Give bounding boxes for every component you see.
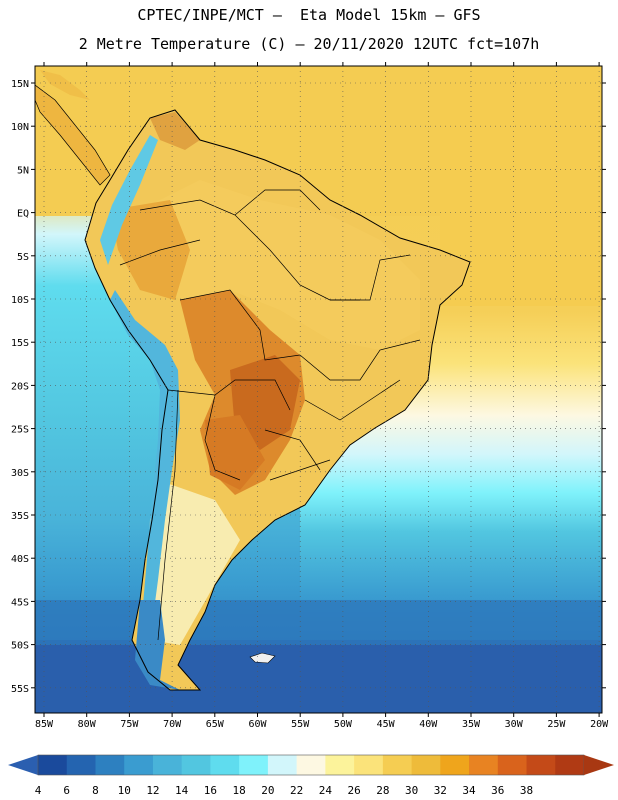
lat-label: 15S [11, 338, 29, 349]
lat-label: 50S [11, 641, 29, 652]
colorbar-label: 32 [434, 784, 447, 797]
lon-label: 85W [35, 719, 54, 730]
lon-label: 80W [78, 719, 97, 730]
lon-label: 25W [547, 719, 566, 730]
colorbar-label: 28 [376, 784, 389, 797]
lon-label: 60W [248, 719, 267, 730]
colorbar-cell [411, 755, 441, 775]
colorbar-label: 36 [491, 784, 504, 797]
colorbar-label: 14 [175, 784, 189, 797]
lat-label: 10S [11, 295, 29, 306]
lat-label: 55S [11, 684, 29, 695]
map-title-line-1: CPTEC/INPE/MCT – Eta Model 15km – GFS [137, 6, 481, 24]
colorbar-cell [66, 755, 96, 775]
lon-label: 50W [334, 719, 353, 730]
lat-label: 10N [11, 122, 29, 133]
colorbar-label: 24 [319, 784, 333, 797]
colorbar-under-arrow [8, 755, 38, 775]
colorbar-cell [526, 755, 556, 775]
colorbar-cell [239, 755, 269, 775]
lon-label: 30W [505, 719, 524, 730]
colorbar-label: 10 [118, 784, 131, 797]
colorbar-cell [152, 755, 183, 775]
colorbar-label: 4 [35, 784, 42, 797]
colorbar-cell [325, 755, 355, 775]
colorbar-cell [555, 755, 585, 775]
lat-label: 25S [11, 425, 29, 436]
colorbar: 4 6 8 10 12 14 16 18 20 22 24 26 28 30 32 34 36 38 [8, 754, 614, 797]
lat-label: 5N [17, 165, 29, 176]
lon-label: 45W [377, 719, 396, 730]
colorbar-label: 30 [405, 784, 418, 797]
lat-label: EQ [17, 209, 29, 220]
colorbar-cell [124, 755, 154, 775]
colorbar-labels: 4 6 8 10 12 14 16 18 20 22 24 26 28 30 32 34 36 38 [35, 784, 533, 797]
longitude-labels: 85W 80W 75W 70W 65W 60W 55W 50W 45W 40W 35W 30W 25W 2… [35, 719, 609, 730]
colorbar-cell [267, 755, 298, 775]
colorbar-cell [38, 755, 68, 775]
colorbar-label: 16 [204, 784, 217, 797]
colorbar-label: 12 [146, 784, 159, 797]
map-title-line-2: 2 Metre Temperature (C) – 20/11/2020 12U… [78, 35, 540, 53]
colorbar-cell [382, 755, 413, 775]
lon-label: 65W [206, 719, 225, 730]
andes-ridge [100, 135, 158, 265]
colorbar-cell [210, 755, 240, 775]
colorbar-label: 22 [290, 784, 303, 797]
colorbar-label: 34 [462, 784, 476, 797]
colorbar-cell [440, 755, 470, 775]
lat-label: 45S [11, 597, 29, 608]
amazon-region [140, 180, 420, 350]
colorbar-label: 18 [233, 784, 246, 797]
country-borders [119, 189, 421, 641]
lon-label: 55W [291, 719, 310, 730]
map-frame [34, 65, 603, 714]
lon-label: 40W [419, 719, 438, 730]
latitude-labels: 15N 10N 5N EQ 5S 10S 15S 20S 25S 30S 35S 40S 45S 50S 5… [11, 79, 29, 695]
lat-label: 30S [11, 468, 29, 479]
lon-label: 35W [462, 719, 481, 730]
colorbar-label: 6 [63, 784, 70, 797]
central-america [35, 84, 111, 186]
colorbar-cell [354, 755, 384, 775]
lat-label: 5S [17, 252, 29, 263]
lat-label: 15N [11, 79, 29, 90]
colorbar-label: 8 [92, 784, 99, 797]
lat-label: 20S [11, 381, 29, 392]
lon-label: 75W [120, 719, 139, 730]
colorbar-label: 20 [261, 784, 274, 797]
lat-label: 35S [11, 511, 29, 522]
colorbar-label: 38 [520, 784, 533, 797]
colorbar-cell [181, 755, 211, 775]
colorbar-cell [469, 755, 499, 775]
colorbar-cells [37, 754, 585, 776]
falkland-islands [249, 652, 276, 664]
colorbar-cell [95, 755, 125, 775]
lat-label: 40S [11, 554, 29, 565]
colorbar-cell [296, 755, 326, 775]
patagonia [148, 480, 240, 645]
lon-label: 20W [590, 719, 609, 730]
axis-ticks [31, 62, 606, 717]
colorbar-over-arrow [584, 755, 614, 775]
coastline [84, 109, 471, 691]
colorbar-cell [497, 755, 528, 775]
lon-label: 70W [163, 719, 182, 730]
colorbar-label: 26 [347, 784, 360, 797]
